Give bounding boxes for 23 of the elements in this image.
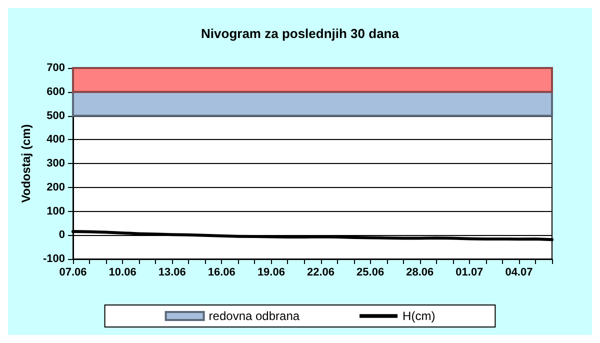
y-tick-label: 600 (46, 86, 65, 98)
x-tick-label: 19.06 (257, 266, 285, 278)
y-tick-label: 0 (58, 229, 65, 242)
y-tick-label: 300 (46, 158, 65, 170)
x-tick-label: 01.07 (456, 266, 484, 278)
y-axis-title: Vodostaj (cm) (19, 124, 34, 203)
x-tick-label: 13.06 (158, 266, 186, 278)
x-tick-label: 10.06 (108, 266, 136, 278)
x-tick-label: 07.06 (59, 266, 87, 278)
legend-label: H(cm) (402, 309, 436, 323)
x-tick-label: 22.06 (306, 266, 335, 278)
chart-title: Nivogram za poslednjih 30 dana (201, 26, 400, 41)
x-tick-label: 25.06 (356, 266, 384, 278)
x-tick-label: 16.06 (208, 266, 236, 278)
y-tick-label: 500 (46, 110, 65, 122)
x-tick-label: 28.06 (406, 266, 434, 278)
x-tick-label: 04.07 (505, 266, 533, 278)
y-tick-label: 400 (46, 134, 65, 146)
legend-label: redovna odbrana (208, 309, 300, 323)
y-tick-label: 100 (46, 205, 65, 218)
y-tick-label: 200 (46, 181, 65, 194)
y-tick-label: 700 (46, 62, 65, 74)
y-tick-label: -100 (42, 253, 65, 265)
